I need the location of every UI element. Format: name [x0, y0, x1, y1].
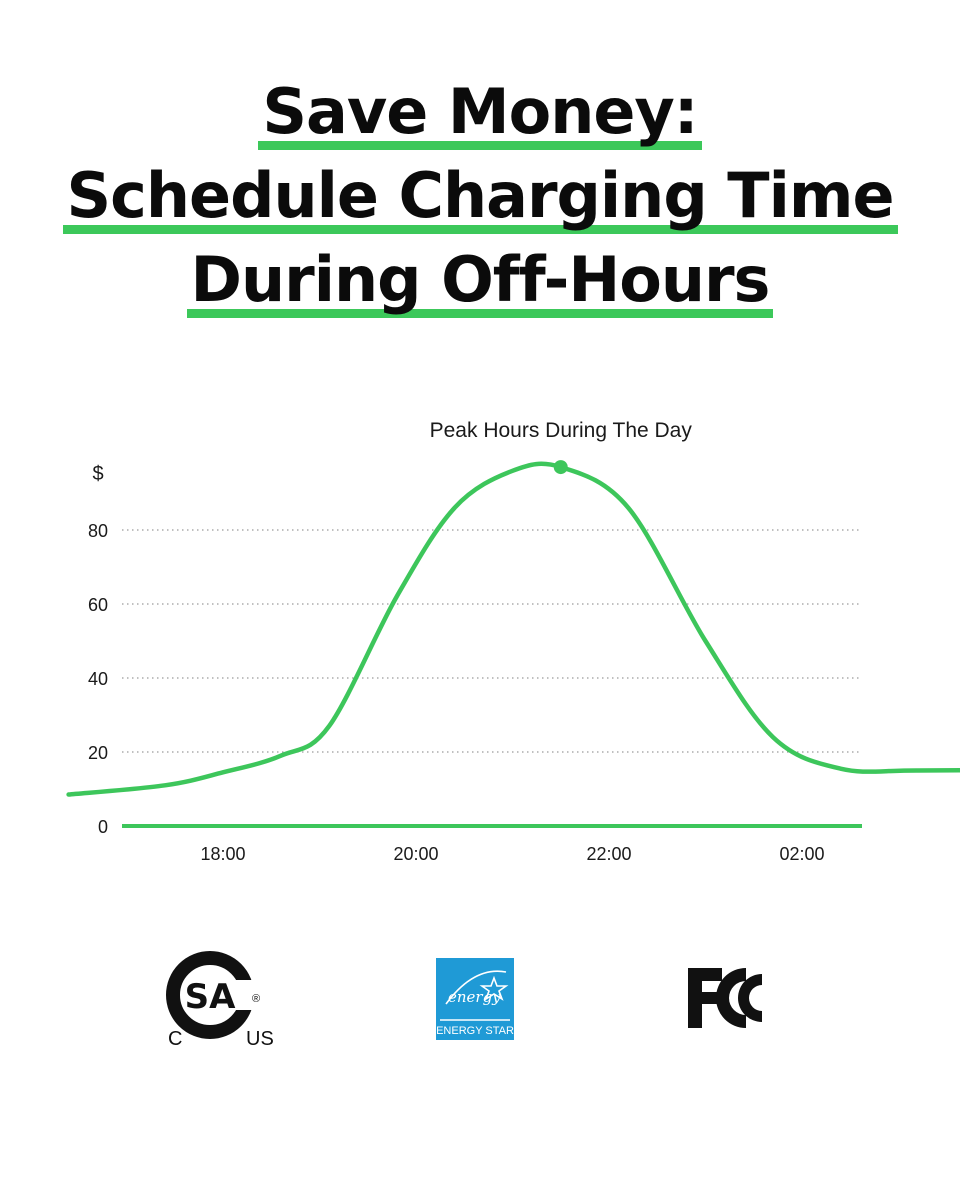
x-tick-label: 22:00 [586, 844, 631, 864]
y-tick-label: 60 [88, 595, 108, 615]
y-tick-label: 20 [88, 743, 108, 763]
energy-script: energy [448, 988, 501, 1006]
y-tick-label: 80 [88, 521, 108, 541]
title-highlight-1 [258, 141, 702, 150]
title-line-1: Save Money: [258, 70, 702, 154]
price-line-chart: 0 20 40 60 80 $18:00 20:00 22:00 02:00 Peak Hours… [66, 419, 960, 864]
y-tick-label: 0 [98, 817, 108, 837]
title-block: Save Money: Schedule Charging Time Durin… [0, 70, 960, 322]
x-tick-label: 20:00 [393, 844, 438, 864]
certification-logos: SA ® C US energy ENERGY STAR FC [0, 950, 960, 1060]
energy-star-label: ENERGY STAR [436, 1025, 514, 1037]
energy-star-logo: energy ENERGY STAR [436, 958, 514, 1040]
fcc-text: FC [684, 964, 686, 965]
fcc-logo: FC [684, 964, 762, 1028]
peak-point [553, 460, 568, 475]
csa-logo: SA ® C US [166, 951, 274, 1050]
annotation-peak: Peak Hours During The Day [430, 419, 693, 442]
x-tick-label: 02:00 [779, 844, 824, 864]
y-axis-label: $ [92, 463, 103, 485]
csa-monogram: SA [185, 977, 236, 1017]
title-line-3: During Off-Hours [186, 238, 774, 322]
title-highlight-3 [186, 309, 774, 318]
title-line-2: Schedule Charging Time [62, 154, 898, 238]
title-highlight-2 [62, 225, 898, 234]
series-line [66, 461, 960, 797]
csa-us-label: US [246, 1028, 274, 1050]
csa-c-label: C [168, 1028, 182, 1050]
y-tick-label: 40 [88, 669, 108, 689]
star-icon [479, 975, 509, 1001]
x-tick-label: 18:00 [200, 844, 245, 864]
csa-registered-mark: ® [252, 993, 260, 1005]
